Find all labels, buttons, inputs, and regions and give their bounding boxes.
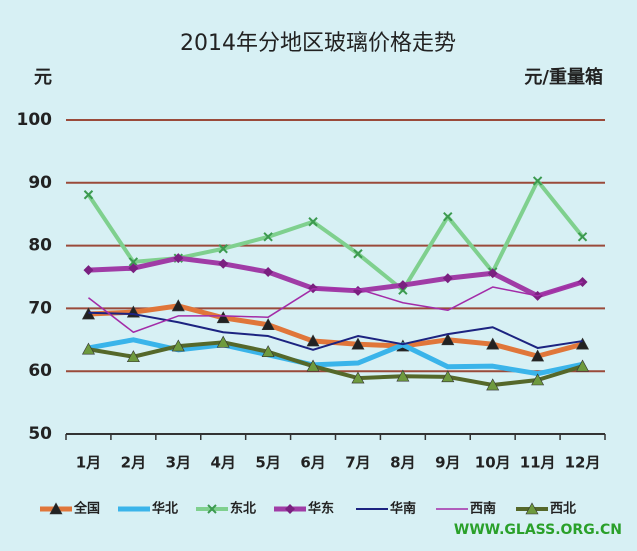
data-point: [531, 373, 545, 386]
data-point: [396, 369, 410, 382]
data-point: [83, 265, 94, 276]
x-tick-label: 12月: [565, 454, 601, 472]
data-point: [308, 217, 318, 227]
legend-label: 华南: [390, 501, 416, 517]
data-point: [531, 349, 545, 362]
legend-label: 华东: [308, 501, 334, 517]
data-point: [216, 311, 230, 324]
data-point: [442, 273, 453, 284]
series-line: [88, 281, 583, 334]
data-point: [353, 249, 363, 259]
x-tick-label: 8月: [390, 454, 415, 472]
data-point: [218, 244, 228, 254]
data-point: [171, 299, 185, 312]
data-point: [306, 334, 320, 347]
x-tick-label: 2月: [121, 454, 146, 472]
data-point: [351, 371, 365, 384]
data-point: [261, 318, 275, 331]
data-point: [261, 345, 275, 358]
data-point: [306, 359, 320, 372]
x-tick-label: 6月: [300, 454, 325, 472]
legend-label: 西南: [470, 501, 496, 517]
x-tick-label: 10月: [475, 454, 511, 472]
y-tick-label: 50: [28, 424, 52, 444]
data-point: [351, 337, 365, 350]
x-tick-label: 1月: [76, 454, 101, 472]
data-point: [128, 263, 139, 274]
data-point: [171, 339, 185, 352]
data-point: [576, 337, 590, 350]
legend-marker: [285, 504, 295, 514]
data-point: [173, 253, 184, 264]
data-point: [487, 268, 498, 279]
data-point: [83, 190, 94, 200]
legend-label: 华北: [152, 501, 178, 517]
y-tick-label: 100: [17, 110, 53, 130]
y-tick-label: 70: [28, 298, 52, 318]
data-point: [263, 266, 274, 277]
data-point: [126, 350, 140, 363]
series-line: [88, 340, 584, 388]
legend-label: 东北: [230, 501, 256, 517]
unit-label: 元/重量箱: [524, 66, 603, 88]
chart-title: 2014年分地区玻璃价格走势: [180, 31, 456, 56]
x-tick-label: 3月: [166, 454, 191, 472]
legend-marker: [525, 502, 539, 515]
data-point: [486, 337, 500, 350]
data-point: [128, 257, 139, 267]
data-point: [216, 335, 230, 348]
x-tick-label: 5月: [255, 454, 280, 472]
data-point: [81, 342, 95, 355]
data-point: [443, 212, 453, 222]
x-tick-label: 11月: [520, 454, 556, 472]
y-tick-label: 60: [28, 361, 52, 381]
data-point: [441, 370, 455, 383]
x-tick-label: 9月: [435, 454, 460, 472]
series-line: [88, 311, 583, 351]
y-tick-label: 90: [28, 173, 52, 193]
data-point: [218, 258, 229, 269]
data-point: [397, 280, 408, 291]
data-point: [576, 359, 590, 372]
y-axis-label: 元: [34, 67, 52, 88]
data-point: [577, 232, 588, 242]
watermark: WWW.GLASS.ORG.CN: [454, 522, 622, 538]
data-point: [441, 333, 455, 346]
legend-marker: [207, 504, 217, 514]
legend-label: 全国: [73, 501, 100, 517]
data-point: [263, 232, 273, 242]
legend-label: 西北: [550, 502, 576, 517]
x-tick-label: 4月: [210, 454, 235, 472]
legend-marker: [49, 502, 63, 515]
y-tick-label: 80: [28, 236, 52, 256]
data-point: [532, 176, 543, 186]
x-tick-label: 7月: [345, 454, 370, 472]
data-point: [486, 378, 500, 391]
